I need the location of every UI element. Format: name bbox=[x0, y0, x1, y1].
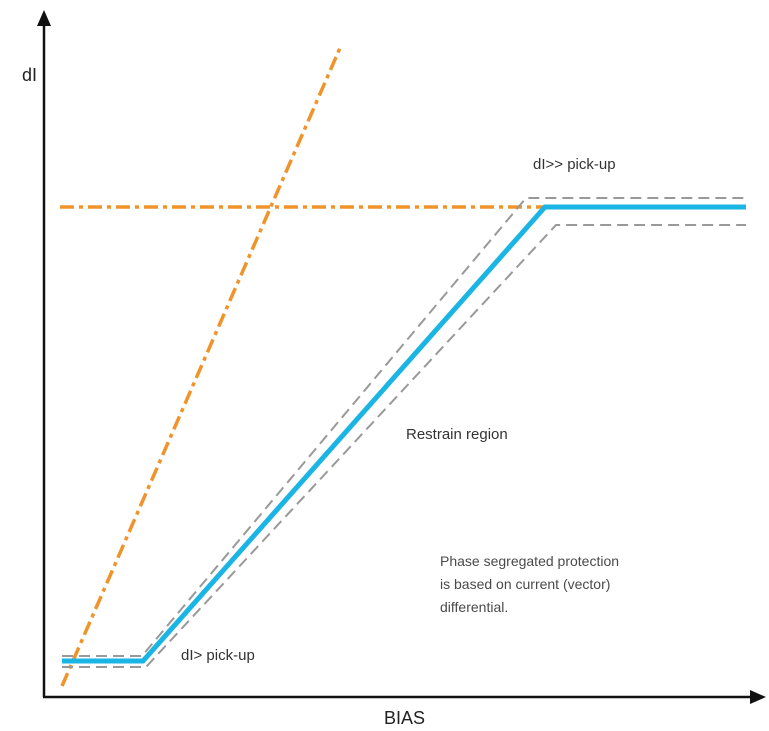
bias-characteristic-line bbox=[62, 204, 746, 664]
x-axis-arrow bbox=[750, 690, 766, 704]
high-set-pickup-label: dI>> pick-up bbox=[533, 156, 616, 173]
restrain-region-label: Restrain region bbox=[406, 426, 508, 443]
high-set-slope-line bbox=[60, 47, 342, 687]
low-set-pickup-label: dI> pick-up bbox=[181, 647, 255, 664]
lower-tolerance-band bbox=[62, 224, 746, 668]
x-axis-label: BIAS bbox=[384, 708, 426, 728]
upper-tolerance-band bbox=[62, 197, 746, 657]
y-axis-label: dI bbox=[22, 65, 38, 85]
note-line-3: differential. bbox=[440, 599, 509, 615]
y-axis-arrow bbox=[37, 10, 51, 26]
note-line-2: is based on current (vector) bbox=[440, 576, 611, 592]
note-line-1: Phase segregated protection bbox=[440, 553, 620, 569]
protection-note: Phase segregated protection is based on … bbox=[440, 550, 619, 619]
